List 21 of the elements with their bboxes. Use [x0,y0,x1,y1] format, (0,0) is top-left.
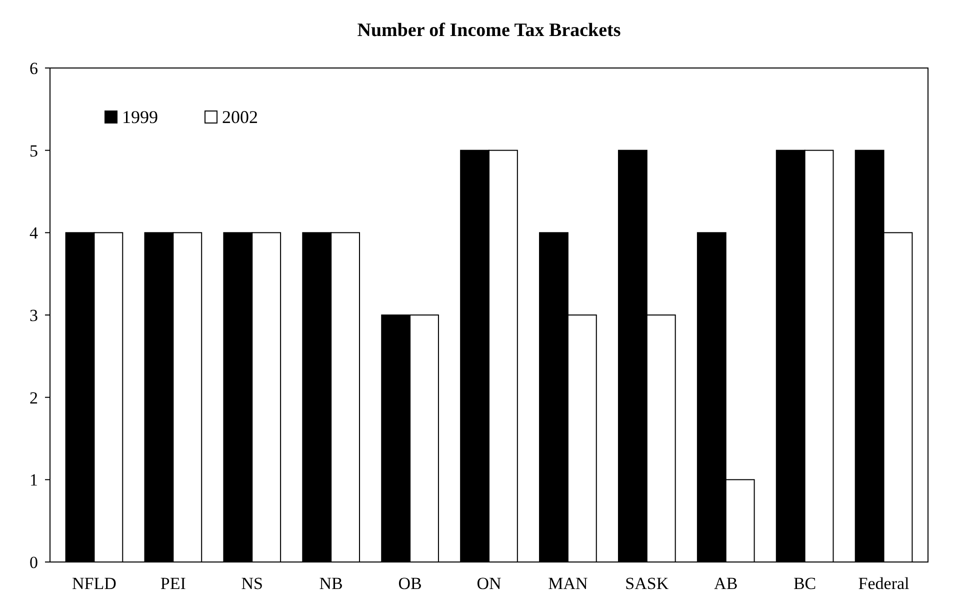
y-tick-label: 0 [30,552,38,572]
x-tick-label: ON [476,574,502,593]
x-tick-label: NFLD [72,574,116,593]
y-tick-label: 4 [30,224,38,243]
y-tick-label: 1 [30,470,38,490]
legend-label: 1999 [122,107,158,127]
x-tick-label: BC [793,574,816,593]
x-tick-label: PEI [160,574,186,593]
x-tick-label: SASK [625,574,670,593]
x-tick-label: AB [714,574,738,593]
y-tick-label: 5 [30,141,38,160]
y-tick-label: 2 [30,388,38,408]
x-tick-label: Federal [858,574,910,593]
y-tick-label: 6 [30,58,38,78]
x-tick-label: MAN [548,574,588,593]
x-tick-label: NS [241,574,263,593]
chart-title: Number of Income Tax Brackets [357,20,621,41]
y-tick-label: 3 [30,306,38,325]
legend-label: 2002 [222,107,258,127]
x-tick-label: NB [319,574,343,593]
x-tick-label: OB [398,574,422,593]
